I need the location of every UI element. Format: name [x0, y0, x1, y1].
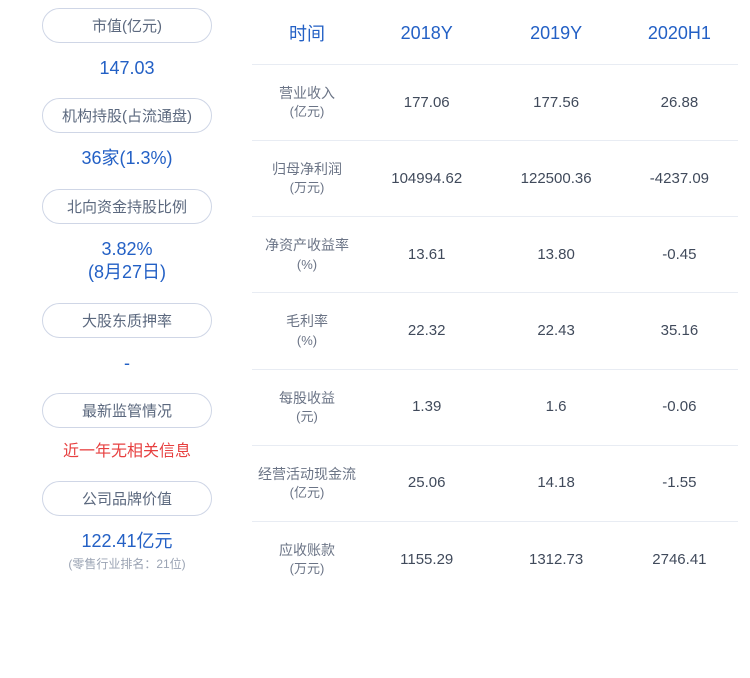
table-row: 每股收益 (元) 1.39 1.6 -0.06 — [252, 369, 738, 445]
metric-value-pledge: - — [124, 344, 130, 387]
cell: 1155.29 — [362, 521, 491, 597]
cell: -0.06 — [621, 369, 738, 445]
cell: -4237.09 — [621, 141, 738, 217]
cell: 22.32 — [362, 293, 491, 369]
th-time: 时间 — [252, 8, 362, 65]
row-label-unit: (万元) — [258, 179, 356, 198]
metric-value-inst-holding: 36家(1.3%) — [81, 139, 172, 182]
brand-value-amount: 122.41亿元 — [81, 531, 172, 551]
row-label-unit: (元) — [258, 408, 356, 427]
metric-value-regulatory: 近一年无相关信息 — [63, 434, 191, 475]
row-label-unit: (%) — [258, 256, 356, 275]
cell: 1.6 — [491, 369, 620, 445]
cell: -1.55 — [621, 445, 738, 521]
cell: 104994.62 — [362, 141, 491, 217]
th-2018: 2018Y — [362, 8, 491, 65]
row-label-unit: (万元) — [258, 560, 356, 579]
row-label: 每股收益 (元) — [252, 369, 362, 445]
cell: 177.56 — [491, 65, 620, 141]
row-label: 净资产收益率 (%) — [252, 217, 362, 293]
row-label-text: 经营活动现金流 — [258, 466, 356, 482]
row-label-unit: (%) — [258, 332, 356, 351]
cell: 13.80 — [491, 217, 620, 293]
metric-value-brand-value: 122.41亿元 — [81, 522, 172, 555]
row-label-text: 每股收益 — [279, 390, 335, 406]
row-label-text: 净资产收益率 — [265, 237, 349, 253]
table-row: 应收账款 (万元) 1155.29 1312.73 2746.41 — [252, 521, 738, 597]
cell: 14.18 — [491, 445, 620, 521]
financials-table: 时间 2018Y 2019Y 2020H1 营业收入 (亿元) 177.06 17… — [252, 8, 738, 597]
row-label: 毛利率 (%) — [252, 293, 362, 369]
cell: 1.39 — [362, 369, 491, 445]
row-label: 经营活动现金流 (亿元) — [252, 445, 362, 521]
metric-label-northbound: 北向资金持股比例 — [42, 189, 212, 224]
table-row: 经营活动现金流 (亿元) 25.06 14.18 -1.55 — [252, 445, 738, 521]
metric-label-pledge: 大股东质押率 — [42, 303, 212, 338]
table-body: 营业收入 (亿元) 177.06 177.56 26.88 归母净利润 (万元) 1… — [252, 65, 738, 597]
cell: -0.45 — [621, 217, 738, 293]
row-label-text: 毛利率 — [286, 313, 328, 329]
cell: 35.16 — [621, 293, 738, 369]
financials-table-container: 时间 2018Y 2019Y 2020H1 营业收入 (亿元) 177.06 17… — [242, 8, 738, 670]
th-2020h1: 2020H1 — [621, 8, 738, 65]
metric-label-market-cap: 市值(亿元) — [42, 8, 212, 43]
cell: 122500.36 — [491, 141, 620, 217]
row-label-text: 营业收入 — [279, 85, 335, 101]
row-label-text: 应收账款 — [279, 542, 335, 558]
row-label: 归母净利润 (万元) — [252, 141, 362, 217]
th-2019: 2019Y — [491, 8, 620, 65]
metric-label-inst-holding: 机构持股(占流通盘) — [42, 98, 212, 133]
row-label-unit: (亿元) — [258, 484, 356, 503]
row-label: 应收账款 (万元) — [252, 521, 362, 597]
row-label-unit: (亿元) — [258, 103, 356, 122]
table-row: 净资产收益率 (%) 13.61 13.80 -0.45 — [252, 217, 738, 293]
cell: 1312.73 — [491, 521, 620, 597]
table-row: 营业收入 (亿元) 177.06 177.56 26.88 — [252, 65, 738, 141]
metric-label-brand-value: 公司品牌价值 — [42, 481, 212, 516]
cell: 13.61 — [362, 217, 491, 293]
table-row: 归母净利润 (万元) 104994.62 122500.36 -4237.09 — [252, 141, 738, 217]
cell: 177.06 — [362, 65, 491, 141]
table-row: 毛利率 (%) 22.32 22.43 35.16 — [252, 293, 738, 369]
metric-label-regulatory: 最新监管情况 — [42, 393, 212, 428]
metric-sub-brand-value: (零售行业排名：21位) — [68, 555, 185, 572]
cell: 2746.41 — [621, 521, 738, 597]
row-label: 营业收入 (亿元) — [252, 65, 362, 141]
left-metrics-column: 市值(亿元) 147.03 机构持股(占流通盘) 36家(1.3%) 北向资金持… — [12, 8, 242, 670]
metric-value-market-cap: 147.03 — [99, 49, 154, 92]
metric-value-northbound: 3.82% (8月27日) — [88, 230, 166, 297]
cell: 26.88 — [621, 65, 738, 141]
cell: 22.43 — [491, 293, 620, 369]
row-label-text: 归母净利润 — [272, 161, 342, 177]
cell: 25.06 — [362, 445, 491, 521]
table-header-row: 时间 2018Y 2019Y 2020H1 — [252, 8, 738, 65]
